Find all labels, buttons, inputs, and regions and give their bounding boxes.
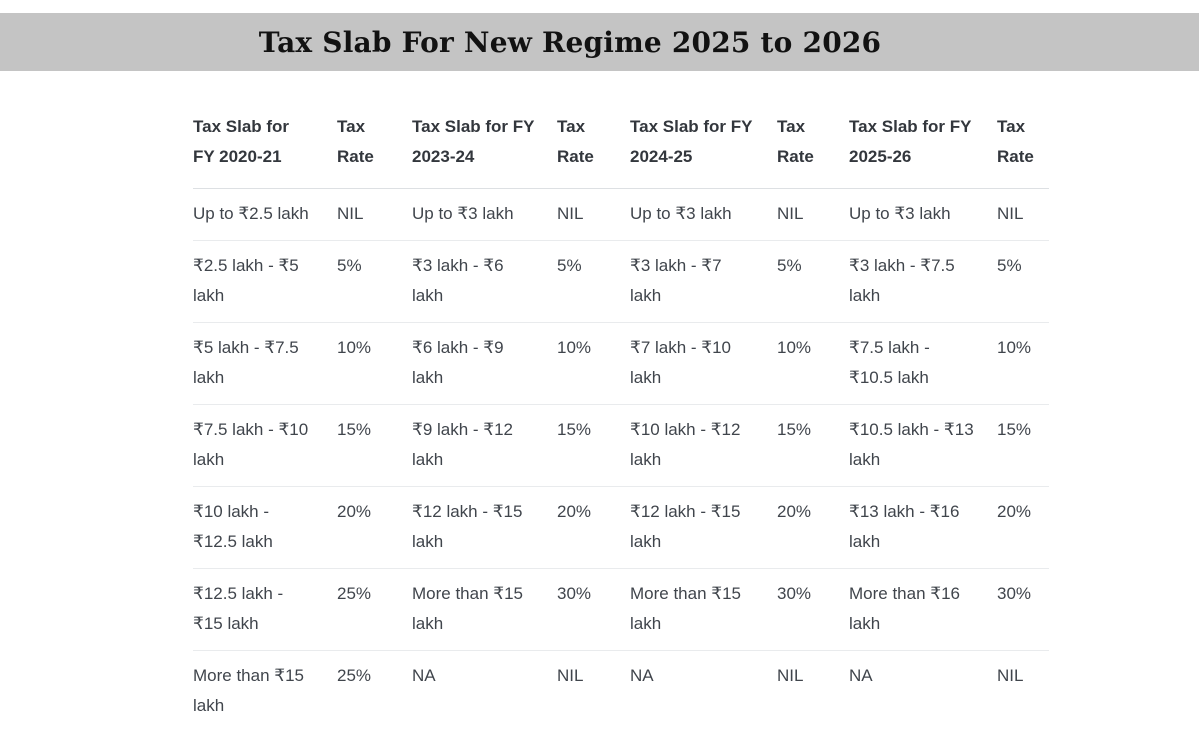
rate-cell: NIL [997,666,1024,685]
rate-cell: 25% [337,666,372,685]
rate-cell: NIL [557,188,630,241]
slab-cell: ₹7 lakh - ₹10 lakh [630,322,777,405]
rate-cell: 10% [337,322,412,405]
slab-cell: NA [412,666,436,685]
slab-cell: ₹10 lakh - ₹12.5 lakh [193,486,337,569]
rate-cell: 5% [337,240,412,323]
rate-cell: NIL [777,188,849,241]
header-cell-slab: Tax Slab for FY 2024-25 [630,104,777,189]
rate-cell: 30% [997,568,1049,651]
header-cell-rate: Tax Rate [337,104,412,189]
slab-cell: Up to ₹3 lakh [849,188,997,241]
slab-cell: ₹5 lakh - ₹7.5 lakh [193,322,337,405]
slab-cell: More than ₹16 lakh [849,568,997,651]
rate-cell: 5% [997,240,1049,323]
tax-slab-table-container: Tax Slab for FY 2020-21 Tax Rate Tax Slab … [193,104,1049,732]
rate-cell: 20% [777,486,849,569]
table-row: ₹7.5 lakh - ₹10 lakh 15% ₹9 lakh - ₹12 lak… [193,404,1049,487]
slab-cell: ₹7.5 lakh - ₹10.5 lakh [849,322,997,405]
rate-cell: NIL [777,666,804,685]
slab-cell: Up to ₹3 lakh [630,188,777,241]
rate-cell: 5% [557,240,630,323]
rate-cell: 25% [337,568,412,651]
slab-cell: NA [630,666,654,685]
slab-cell: ₹12 lakh - ₹15 lakh [630,486,777,569]
table-row: ₹2.5 lakh - ₹5 lakh 5% ₹3 lakh - ₹6 lakh 5%… [193,240,1049,323]
rate-cell: 30% [557,568,630,651]
slab-cell: NA [849,666,873,685]
table-row: Up to ₹2.5 lakh NIL Up to ₹3 lakh NIL Up to … [193,188,1049,241]
rate-cell: 20% [997,486,1049,569]
slab-cell: ₹3 lakh - ₹7 lakh [630,240,777,323]
rate-cell: 5% [777,240,849,323]
page-title: Tax Slab For New Regime 2025 to 2026 [258,25,882,59]
rate-cell: 15% [337,404,412,487]
header-cell-slab: Tax Slab for FY 2023-24 [412,104,557,189]
header-cell-rate: Tax Rate [997,104,1049,189]
rate-cell: 20% [337,486,412,569]
slab-cell: More than ₹15 lakh [630,568,777,651]
rate-cell: 30% [777,568,849,651]
rate-cell: 20% [557,486,630,569]
table-row: ₹10 lakh - ₹12.5 lakh 20% ₹12 lakh - ₹15 l… [193,486,1049,569]
rate-cell: NIL [337,188,412,241]
slab-cell: ₹2.5 lakh - ₹5 lakh [193,240,337,323]
slab-cell: ₹7.5 lakh - ₹10 lakh [193,404,337,487]
table-row: ₹5 lakh - ₹7.5 lakh 10% ₹6 lakh - ₹9 lakh 1… [193,322,1049,405]
rate-cell: 10% [997,322,1049,405]
rate-cell: 15% [997,404,1049,487]
slab-cell: More than ₹15 lakh [193,666,304,715]
rate-cell: 10% [777,322,849,405]
slab-cell: Up to ₹3 lakh [412,188,557,241]
table-body: Up to ₹2.5 lakh NIL Up to ₹3 lakh NIL Up to … [193,188,1049,733]
tax-slab-table: Tax Slab for FY 2020-21 Tax Rate Tax Slab … [193,104,1049,732]
table-row: ₹12.5 lakh - ₹15 lakh 25% More than ₹15 la… [193,568,1049,651]
header-cell-rate: Tax Rate [557,104,630,189]
slab-cell: ₹3 lakh - ₹6 lakh [412,240,557,323]
rate-cell: 15% [557,404,630,487]
slab-cell: More than ₹15 lakh [412,568,557,651]
slab-cell: ₹12 lakh - ₹15 lakh [412,486,557,569]
table-header-row: Tax Slab for FY 2020-21 Tax Rate Tax Slab … [193,104,1049,189]
rate-cell: 10% [557,322,630,405]
header-cell-rate: Tax Rate [777,104,849,189]
header-cell-slab: Tax Slab for FY 2020-21 [193,104,337,189]
slab-cell: ₹12.5 lakh - ₹15 lakh [193,568,337,651]
header-cell-slab: Tax Slab for FY 2025-26 [849,104,997,189]
slab-cell: ₹6 lakh - ₹9 lakh [412,322,557,405]
table-row: More than ₹15 lakh 25% NA NIL NA NIL NA NIL [193,651,1049,733]
slab-cell: Up to ₹2.5 lakh [193,188,337,241]
title-bar: Tax Slab For New Regime 2025 to 2026 [0,13,1199,71]
rate-cell: NIL [997,188,1049,241]
rate-cell: NIL [557,666,584,685]
slab-cell: ₹10.5 lakh - ₹13 lakh [849,404,997,487]
slab-cell: ₹3 lakh - ₹7.5 lakh [849,240,997,323]
slab-cell: ₹9 lakh - ₹12 lakh [412,404,557,487]
slab-cell: ₹10 lakh - ₹12 lakh [630,404,777,487]
slab-cell: ₹13 lakh - ₹16 lakh [849,486,997,569]
rate-cell: 15% [777,404,849,487]
